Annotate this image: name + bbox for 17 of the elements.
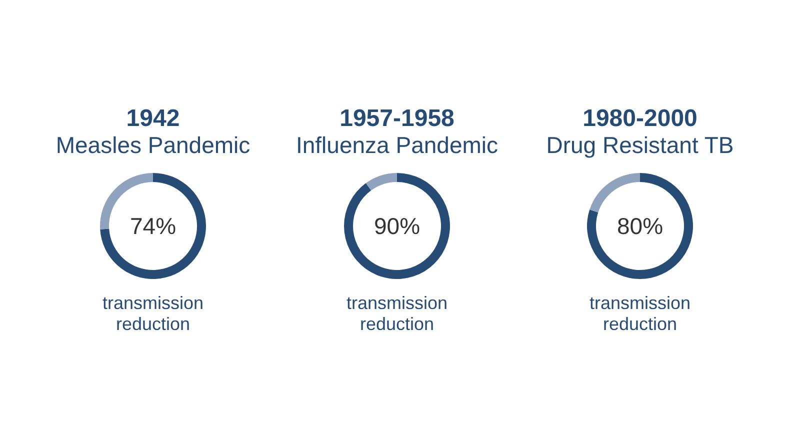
chart-title: 1942	[126, 105, 180, 132]
donut-slice	[100, 173, 206, 279]
chart-title: 1957-1958	[340, 105, 454, 132]
text: 74%	[130, 213, 176, 239]
text: transmission reduction	[102, 293, 204, 334]
chart-title: 1980-2000	[582, 105, 698, 132]
chart-subtitle: Drug Resistant TB	[546, 132, 734, 158]
text: transmission reduction	[346, 293, 448, 334]
donut-slice	[587, 173, 693, 279]
donut-slice	[366, 173, 397, 190]
chart-subtitle: Measles Pandemic	[56, 132, 250, 158]
text: 80%	[616, 213, 664, 239]
donut-slice	[590, 173, 640, 212]
donut-slice	[344, 173, 450, 279]
text: 90%	[374, 213, 420, 239]
chart-subtitle: Influenza Pandemic	[296, 132, 498, 158]
text: transmission reduction	[589, 293, 691, 334]
